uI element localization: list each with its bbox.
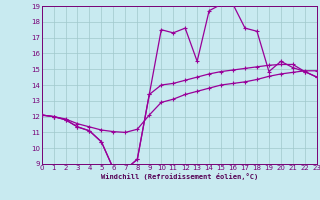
X-axis label: Windchill (Refroidissement éolien,°C): Windchill (Refroidissement éolien,°C) (100, 173, 258, 180)
